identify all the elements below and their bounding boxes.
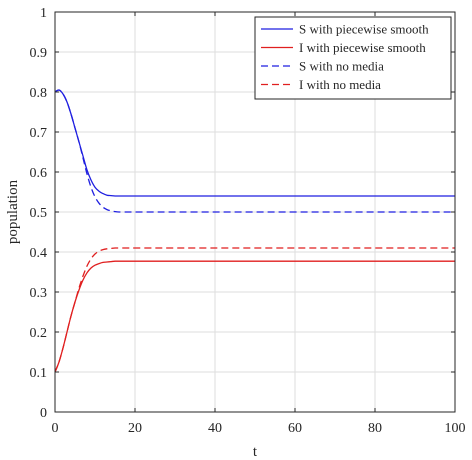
legend-box (254, 16, 452, 100)
series-line-2 (54, 89, 455, 213)
x-tick-label: 20 (128, 421, 142, 436)
legend-label-1: I with piecewise smooth (299, 40, 426, 55)
y-tick-label: 1 (40, 6, 47, 21)
ticks (54, 11, 456, 413)
legend-label-2: S with no media (299, 59, 384, 74)
legend-label-0: S with piecewise smooth (299, 22, 429, 37)
legend-label-3: I with no media (299, 77, 381, 92)
y-tick-label: 0 (40, 406, 47, 421)
x-tick-label: 80 (368, 421, 382, 436)
x-tick-label: 60 (288, 421, 302, 436)
y-tick-label: 0.5 (30, 206, 48, 221)
y-tick-label: 0.3 (30, 286, 48, 301)
legend-items: S with piecewise smooth I with piecewise … (261, 22, 429, 92)
y-axis-label: population (5, 179, 21, 244)
y-tick-label: 0.7 (30, 126, 48, 141)
y-tick-label: 0.1 (30, 366, 48, 381)
series-group (54, 89, 455, 373)
tick-labels: 0 20 40 60 80 100 0 0.1 0.2 0.3 0.4 0.5 0.6 0.7 0.8 0.9… (30, 6, 466, 436)
y-tick-label: 0.9 (30, 46, 48, 61)
x-tick-label: 100 (445, 421, 466, 436)
x-tick-label: 0 (52, 421, 59, 436)
x-tick-label: 40 (208, 421, 222, 436)
x-axis-label: t (253, 444, 258, 460)
y-tick-label: 0.8 (30, 86, 48, 101)
series-line-1 (54, 260, 455, 373)
legend: S with piecewise smooth I with piecewise … (254, 16, 452, 100)
y-tick-label: 0.2 (30, 326, 48, 341)
y-tick-label: 0.4 (30, 246, 48, 261)
y-tick-label: 0.6 (30, 166, 48, 181)
